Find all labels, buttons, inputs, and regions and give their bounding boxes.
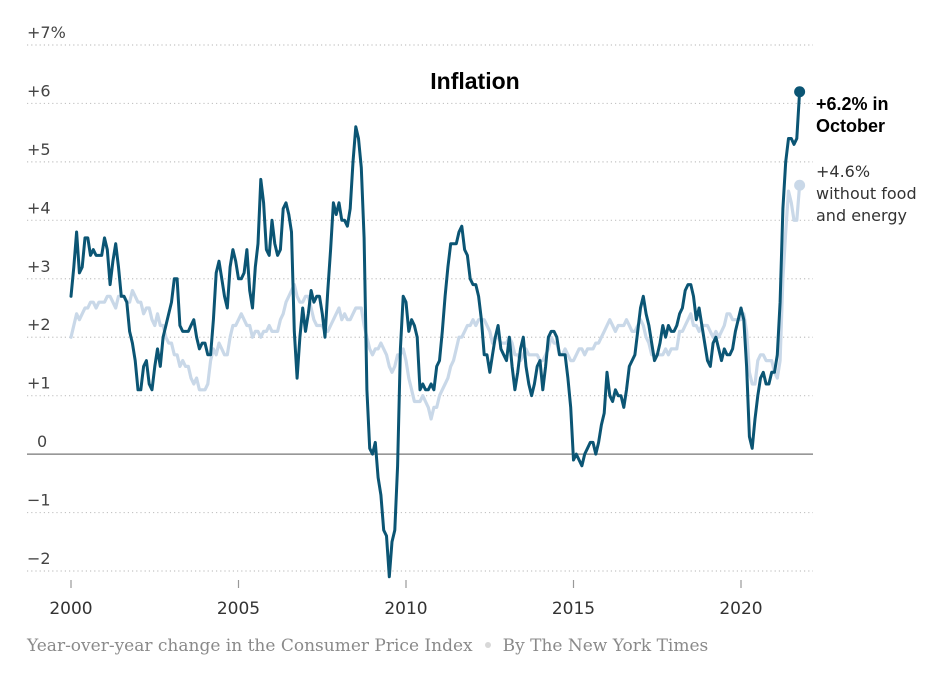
y-tick-label: 0 [37, 432, 47, 451]
x-tick-label: 2015 [552, 599, 595, 619]
headline-end-label: +6.2% in [816, 94, 889, 114]
y-tick-label: +5 [27, 140, 51, 159]
separator-dot [484, 642, 491, 648]
y-tick-label: −1 [27, 491, 51, 510]
footer-credit: By The New York Times [502, 636, 709, 656]
y-tick-label: +4 [27, 198, 51, 217]
chart-title: Inflation [430, 68, 519, 94]
core-end-label: without food [816, 184, 917, 203]
cpi-core-endpoint [794, 179, 806, 191]
cpi-core-line [69, 183, 802, 421]
y-tick-label: +3 [27, 257, 51, 276]
y-tick-label: −2 [27, 549, 51, 568]
cpi-headline-endpoint [794, 86, 806, 98]
y-tick-label: +6 [27, 81, 51, 100]
inflation-chart: +7% +6 +5 +4 +3 +2 +1 0 −1 −2 2000 2005 2010 2015 202… [27, 23, 917, 619]
x-tick-label: 2020 [719, 599, 762, 619]
core-end-label: +4.6% [816, 162, 870, 181]
cpi-headline-line [69, 90, 802, 579]
x-tick-label: 2005 [217, 599, 260, 619]
x-axis: 2000 2005 2010 2015 2020 [49, 580, 763, 619]
y-tick-label: +1 [27, 374, 51, 393]
y-axis-labels: +7% +6 +5 +4 +3 +2 +1 0 −1 −2 [27, 23, 66, 568]
x-tick-label: 2010 [384, 599, 427, 619]
grid-lines [27, 44, 813, 572]
y-tick-label: +2 [27, 315, 51, 334]
chart-footer: Year-over-year change in the Consumer Pr… [27, 636, 708, 656]
footer-source: Year-over-year change in the Consumer Pr… [27, 636, 473, 656]
x-tick-label: 2000 [49, 599, 92, 619]
core-end-label: and energy [816, 206, 907, 225]
headline-end-label: October [816, 116, 885, 136]
y-tick-label: +7% [27, 23, 66, 42]
series-lines [69, 86, 806, 579]
